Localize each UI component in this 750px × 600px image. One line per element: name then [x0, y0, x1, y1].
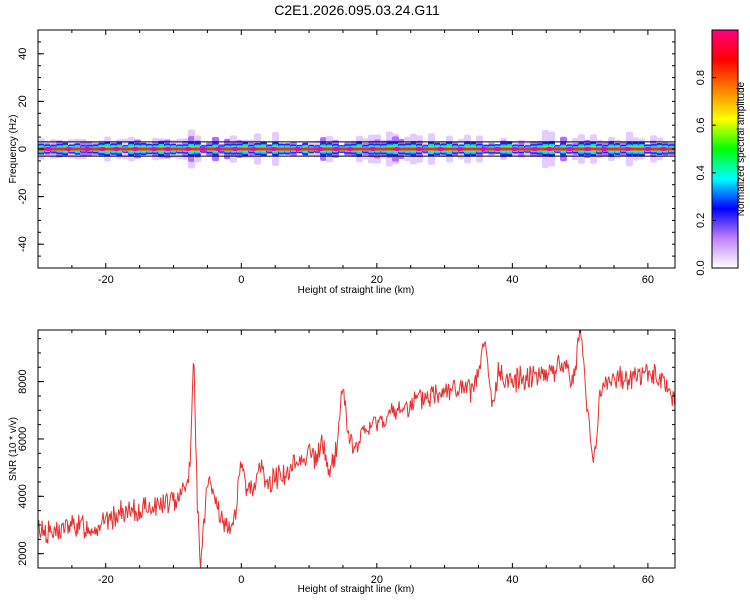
heatmap-peak: [149, 147, 158, 151]
snr-plot-area: [38, 330, 675, 568]
snr-y-tick-label: 2000: [17, 541, 29, 565]
snr-panel: -20 0 20 40 60 2000 4000 6000 8000 Height of st…: [8, 329, 676, 595]
spectrogram-y-tick-label: 40: [17, 48, 29, 60]
heatmap-peak: [368, 147, 377, 151]
colorbar-gradient: [711, 29, 739, 269]
heatmap-peak: [392, 147, 401, 151]
spectrogram-y-tick-label: -40: [17, 236, 29, 252]
snr-x-tick-label: 20: [371, 574, 383, 586]
spectrogram-heatmap: [38, 129, 675, 169]
heatmap-peak: [583, 147, 592, 151]
spectrogram-y-tick-label: -20: [17, 189, 29, 205]
snr-frame: [37, 329, 676, 569]
heatmap-peak: [163, 147, 172, 151]
spectrogram-x-tick-label: 0: [238, 274, 244, 286]
snr-x-tick-label: 60: [642, 574, 654, 586]
heatmap-peak: [316, 147, 325, 151]
spectrogram-y-ticks: -40 -20 0 20 40: [17, 29, 675, 269]
heatmap-peak: [199, 147, 208, 151]
heatmap-peak: [436, 147, 445, 151]
snr-x-axis-label: Height of straight line (km): [298, 584, 415, 595]
heatmap-peak: [659, 147, 668, 151]
spectrogram-x-tick-label: 60: [642, 274, 654, 286]
heatmap-peak: [231, 147, 240, 151]
spectrogram-x-axis-label: Height of straight line (km): [298, 285, 415, 296]
heatmap-peak: [545, 147, 554, 151]
heatmap-peak: [131, 147, 140, 151]
heatmap-peak: [98, 147, 107, 151]
heatmap-peak: [346, 147, 355, 151]
heatmap-peak: [530, 147, 539, 151]
colorbar-label: Normalized spectral amplitude: [736, 81, 747, 216]
heatmap-peak: [510, 147, 519, 151]
heatmap-peak: [493, 147, 502, 151]
heatmap-peak: [112, 147, 121, 151]
snr-y-ticks: 2000 4000 6000 8000: [17, 338, 675, 569]
snr-x-tick-label: 0: [238, 574, 244, 586]
heatmap-peak: [456, 147, 465, 151]
heatmap-peak: [332, 147, 341, 151]
heatmap-peak: [479, 147, 488, 151]
spectrogram-x-tick-label: 20: [371, 274, 383, 286]
snr-y-tick-label: 6000: [17, 427, 29, 451]
heatmap-peak: [184, 147, 193, 151]
heatmap-peak: [249, 147, 258, 151]
heatmap-peak: [83, 147, 92, 151]
colorbar-tick-label: 0.6: [695, 118, 707, 133]
spectrogram-x-tick-label: -20: [98, 274, 114, 286]
heatmap-ridge: [38, 147, 675, 151]
heatmap-peak: [293, 147, 302, 151]
snr-y-axis-label: SNR (10 * v/v): [8, 417, 19, 481]
colorbar: 0.0 0.2 0.4 0.6 0.8 Normalized spectral ampl…: [695, 29, 747, 276]
snr-y-tick-label: 4000: [17, 484, 29, 508]
heatmap-peak: [214, 147, 223, 151]
spectrogram-panel: -20 0 20 40 60 -40 -20 0 20 40 Height of straigh…: [8, 29, 676, 296]
spectrogram-y-tick-label: 0: [17, 146, 29, 152]
colorbar-ticks: 0.0 0.2 0.4 0.6 0.8: [695, 70, 716, 276]
snr-y-tick-label: 8000: [17, 369, 29, 393]
snr-series-line: [38, 330, 675, 568]
snr-x-ticks: -20 0 20 40 60: [37, 330, 654, 586]
heatmap-peak: [600, 147, 609, 151]
snr-x-tick-label: -20: [98, 574, 114, 586]
heatmap-peak: [565, 147, 574, 151]
snr-x-tick-label: 40: [506, 574, 518, 586]
spectrogram-x-tick-label: 40: [506, 274, 518, 286]
heatmap-peak: [643, 147, 652, 151]
heatmap-peak: [44, 147, 52, 151]
spectrogram-x-ticks: -20 0 20 40 60: [37, 30, 654, 286]
heatmap-peak: [623, 147, 632, 151]
colorbar-tick-label: 0.4: [695, 165, 707, 180]
colorbar-tick-label: 0.0: [695, 260, 707, 275]
heatmap-peak: [270, 147, 279, 151]
colorbar-tick-label: 0.2: [695, 213, 707, 228]
spectrogram-y-tick-label: 20: [17, 95, 29, 107]
chart-title: C2E1.2026.095.03.24.G11: [274, 2, 440, 18]
heatmap-peak: [64, 147, 73, 151]
colorbar-tick-label: 0.8: [695, 70, 707, 85]
heatmap-peak: [415, 147, 424, 151]
spectrogram-y-axis-label: Frequency (Hz): [8, 115, 19, 184]
